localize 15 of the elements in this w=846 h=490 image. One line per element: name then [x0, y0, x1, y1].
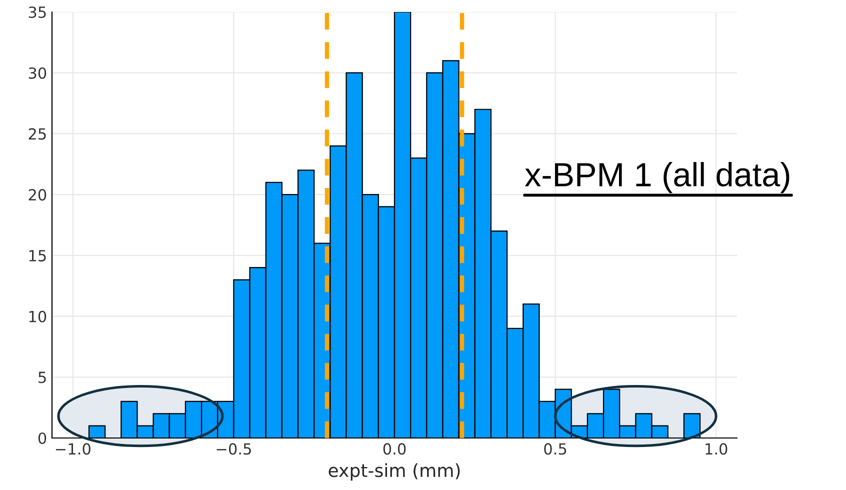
annotation: x-BPM 1 (all data) [524, 162, 790, 194]
y-tick-label: 10 [29, 310, 46, 322]
y-tick-label: 25 [28, 128, 46, 140]
x-tick-label: 0.0 [383, 443, 406, 455]
x-tick-label: 0.5 [544, 443, 566, 455]
y-tick-label: 35 [28, 6, 46, 18]
x-tick-label: −0.5 [216, 443, 251, 455]
y-tick-label: 0 [38, 432, 46, 444]
x-axis-title: expt-sim (mm) [328, 463, 460, 481]
y-tick-label: 5 [38, 372, 46, 384]
y-tick-label: 20 [28, 189, 46, 201]
x-tick-label: 1.0 [706, 443, 728, 455]
x-tick-label: −1.0 [56, 443, 90, 455]
y-tick-label: 15 [29, 250, 46, 262]
y-tick-label: 30 [28, 67, 46, 79]
